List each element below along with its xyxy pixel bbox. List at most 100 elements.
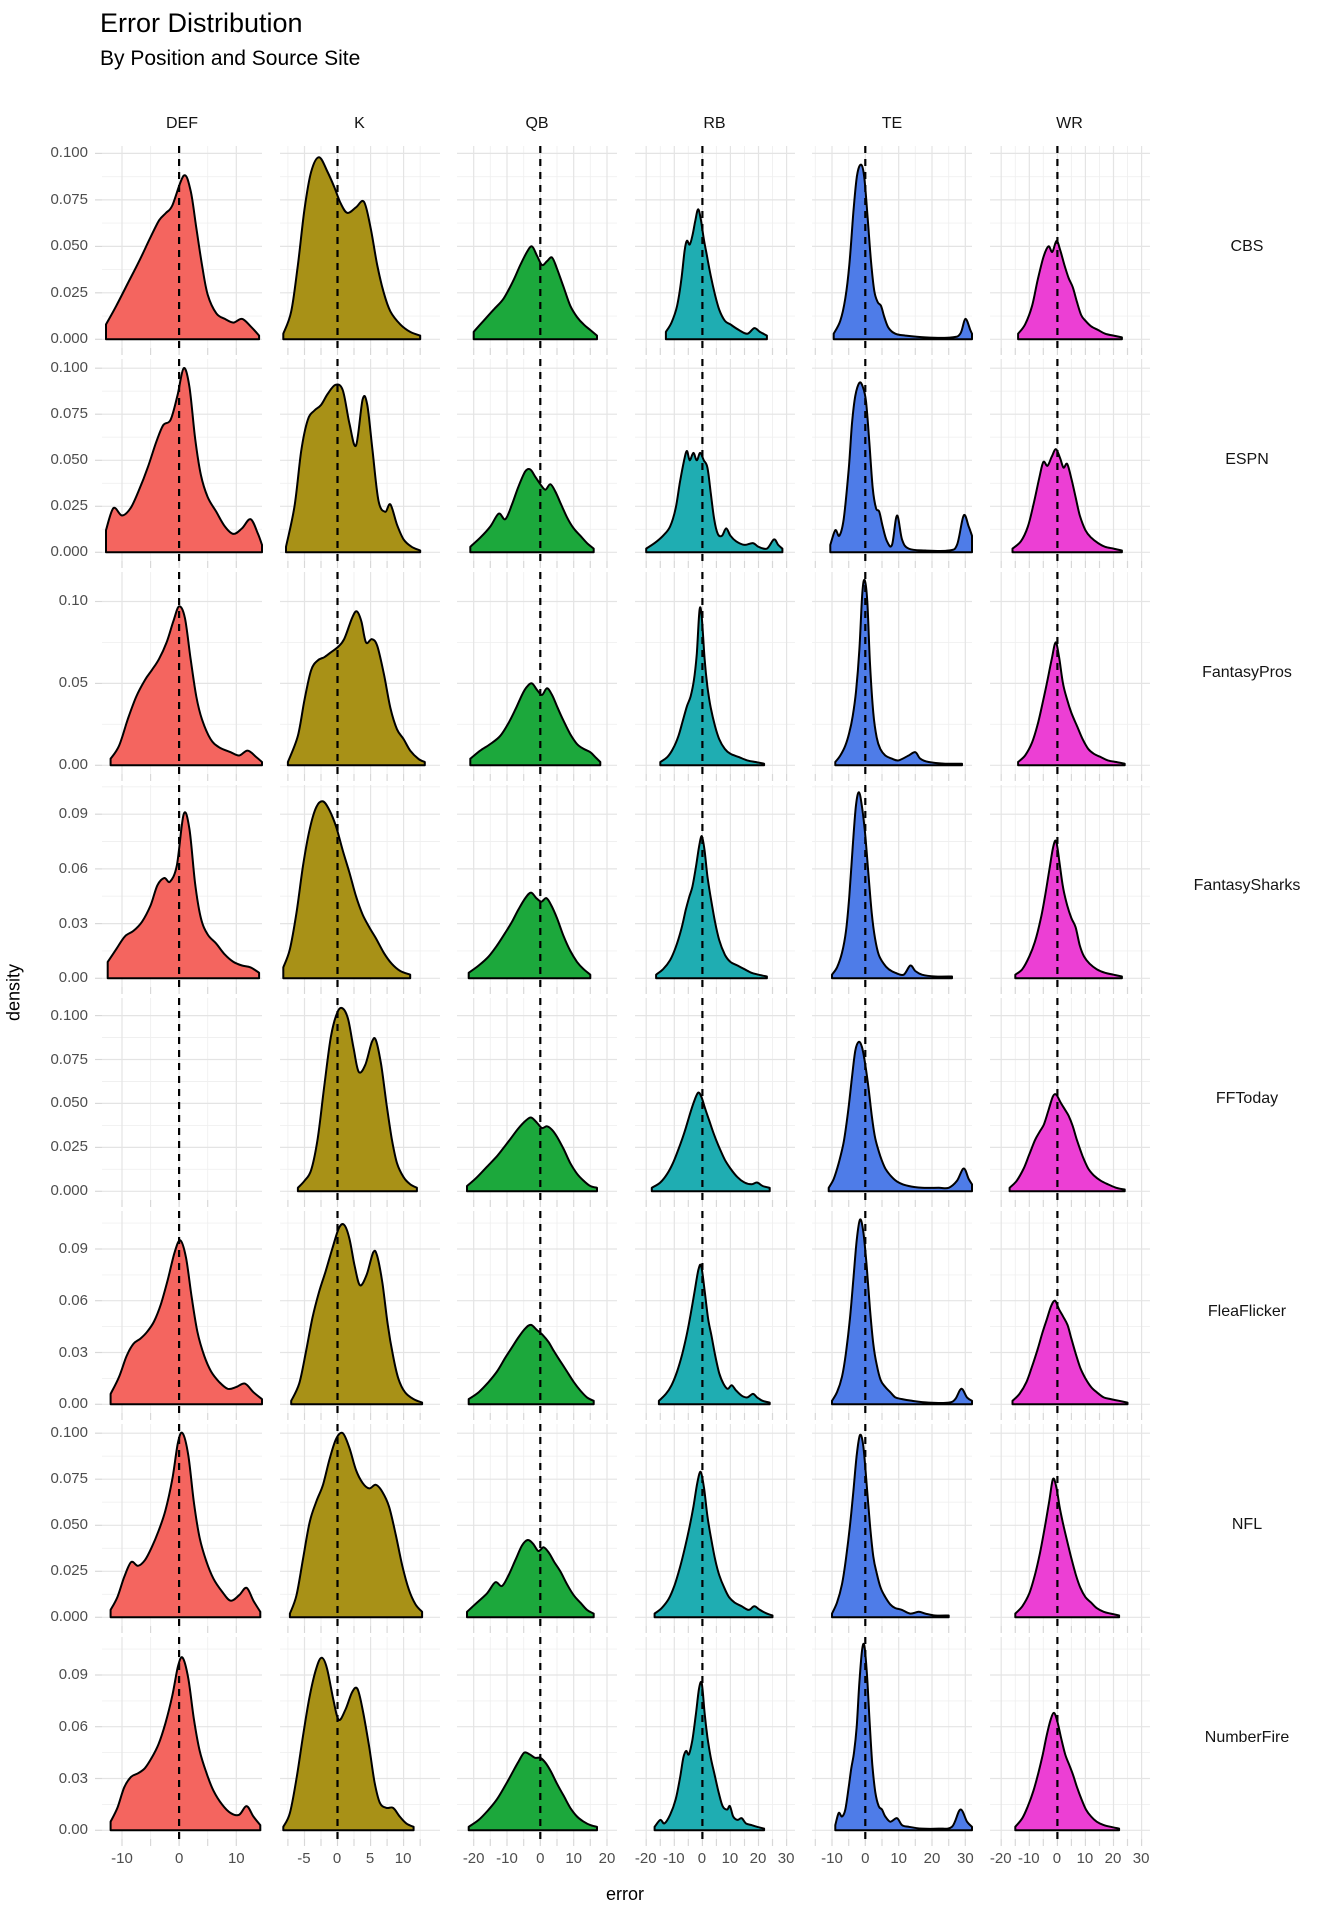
y-tick-label: 0.05: [58, 674, 88, 692]
y-tick-label: 0.100: [50, 1424, 88, 1442]
y-tick-label: 0.03: [58, 1343, 88, 1361]
density-panel-ESPN-TE: [812, 359, 973, 568]
density-panel-FantasyPros-DEF: [95, 572, 263, 781]
y-tick-label: 0.100: [50, 144, 88, 162]
density-panel-NFL-TE: [812, 1424, 972, 1633]
x-tick-label: 10: [1076, 1850, 1094, 1867]
density-panel-FleaFlicker-WR: [989, 1211, 1150, 1420]
x-tick-label: 20: [598, 1850, 616, 1867]
y-tick-label: 0.09: [58, 805, 88, 823]
x-tick-label: 5: [365, 1850, 375, 1867]
x-tick-label: 0: [174, 1850, 184, 1867]
x-tick-label: 10: [721, 1850, 739, 1867]
y-tick-label: 0.050: [50, 237, 88, 255]
y-tick-label: 0.075: [50, 1470, 88, 1488]
y-tick-label: 0.06: [58, 1717, 88, 1735]
x-tick-label: 30: [777, 1850, 795, 1867]
density-panel-CBS-RB: [634, 146, 795, 355]
chart-subtitle: By Position and Source Site: [100, 47, 361, 70]
y-axis-title: density: [3, 963, 24, 1022]
x-tick-label: 20: [923, 1850, 941, 1867]
density-panel-FFToday-TE: [812, 998, 973, 1207]
x-tick-label: 30: [1132, 1850, 1150, 1867]
density-panel-CBS-TE: [812, 146, 973, 355]
density-panel-FleaFlicker-QB: [457, 1211, 617, 1420]
density-panel-FleaFlicker-TE: [812, 1211, 973, 1420]
facet-row-label: CBS: [1230, 238, 1264, 255]
y-tick-label: 0.100: [50, 1006, 88, 1024]
x-tick-label: -10: [821, 1850, 843, 1867]
facet-row-label: FantasyPros: [1202, 664, 1292, 681]
density-panel-ESPN-QB: [457, 359, 617, 568]
y-tick-label: 0.00: [58, 756, 88, 774]
y-tick-label: 0.075: [50, 1050, 88, 1068]
density-panel-FantasyPros-QB: [457, 572, 617, 781]
x-tick-label: -20: [989, 1850, 1012, 1867]
facet-column-label: RB: [703, 115, 726, 132]
facet-column-label: TE: [881, 115, 903, 132]
density-panel-FleaFlicker-K: [279, 1211, 440, 1420]
density-panel-FleaFlicker-DEF: [95, 1211, 263, 1420]
y-tick-label: 0.03: [58, 914, 88, 932]
x-tick-label: 0: [332, 1850, 342, 1867]
x-tick-label: -10: [1017, 1850, 1040, 1867]
y-tick-label: 0.025: [50, 497, 88, 515]
density-panel-FantasySharks-K: [279, 785, 440, 994]
density-panel-CBS-WR: [989, 146, 1150, 355]
y-tick-label: 0.050: [50, 451, 88, 469]
density-panel-CBS-K: [279, 146, 440, 355]
density-panel-NumberFire-DEF: [95, 1637, 262, 1846]
x-axis-title: error: [605, 1884, 644, 1904]
y-tick-label: 0.10: [58, 592, 88, 610]
density-panel-NumberFire-TE: [812, 1637, 973, 1846]
density-panel-FFToday-WR: [989, 998, 1150, 1207]
density-panel-FFToday-K: [279, 998, 440, 1207]
y-tick-label: 0.03: [58, 1769, 88, 1787]
y-tick-label: 0.025: [50, 1562, 88, 1580]
density-panel-NFL-DEF: [95, 1424, 262, 1633]
x-tick-label: 0: [1052, 1850, 1062, 1867]
density-panel-NumberFire-RB: [634, 1637, 795, 1846]
y-tick-label: 0.00: [58, 1821, 88, 1839]
y-tick-label: 0.050: [50, 1094, 88, 1112]
density-panel-FFToday-RB: [634, 998, 795, 1207]
density-panel-FantasySharks-WR: [989, 785, 1150, 994]
y-tick-label: 0.100: [50, 359, 88, 377]
density-panel-FFToday-DEF: [95, 998, 262, 1207]
y-tick-label: 0.025: [50, 1138, 88, 1156]
density-panel-FleaFlicker-RB: [634, 1211, 795, 1420]
density-panel-FantasySharks-QB: [457, 785, 617, 994]
density-panel-CBS-QB: [457, 146, 617, 355]
y-tick-label: 0.000: [50, 1608, 88, 1626]
x-tick-label: 0: [536, 1850, 545, 1867]
density-panel-NumberFire-WR: [989, 1637, 1150, 1846]
density-panel-FantasyPros-RB: [634, 572, 795, 781]
density-panel-NFL-WR: [989, 1424, 1150, 1633]
facet-row-label: NumberFire: [1204, 1729, 1290, 1746]
x-tick-label: -5: [297, 1850, 311, 1867]
density-panel-ESPN-RB: [634, 359, 795, 568]
facet-column-label: QB: [525, 115, 549, 132]
y-tick-label: 0.000: [50, 330, 88, 348]
x-tick-label: 10: [227, 1850, 245, 1867]
density-panel-NFL-RB: [634, 1424, 795, 1633]
y-tick-label: 0.075: [50, 190, 88, 208]
facet-row-label: NFL: [1231, 1516, 1263, 1533]
density-panel-ESPN-WR: [989, 359, 1150, 568]
x-tick-label: 10: [890, 1850, 907, 1867]
x-tick-label: -10: [496, 1850, 518, 1867]
facet-row-label: FFToday: [1215, 1090, 1279, 1107]
density-panel-FantasyPros-K: [279, 572, 440, 781]
density-panel-FantasySharks-TE: [812, 785, 972, 994]
density-panel-FantasySharks-RB: [634, 785, 795, 994]
density-panel-CBS-DEF: [95, 146, 262, 355]
y-tick-label: 0.075: [50, 405, 88, 423]
x-tick-label: -10: [111, 1850, 133, 1867]
x-tick-label: 10: [565, 1850, 582, 1867]
facet-column-label: WR: [1056, 115, 1083, 132]
y-tick-label: 0.025: [50, 283, 88, 301]
density-panel-NFL-QB: [457, 1424, 617, 1633]
y-tick-label: 0.00: [58, 969, 88, 987]
y-tick-label: 0.06: [58, 859, 88, 877]
